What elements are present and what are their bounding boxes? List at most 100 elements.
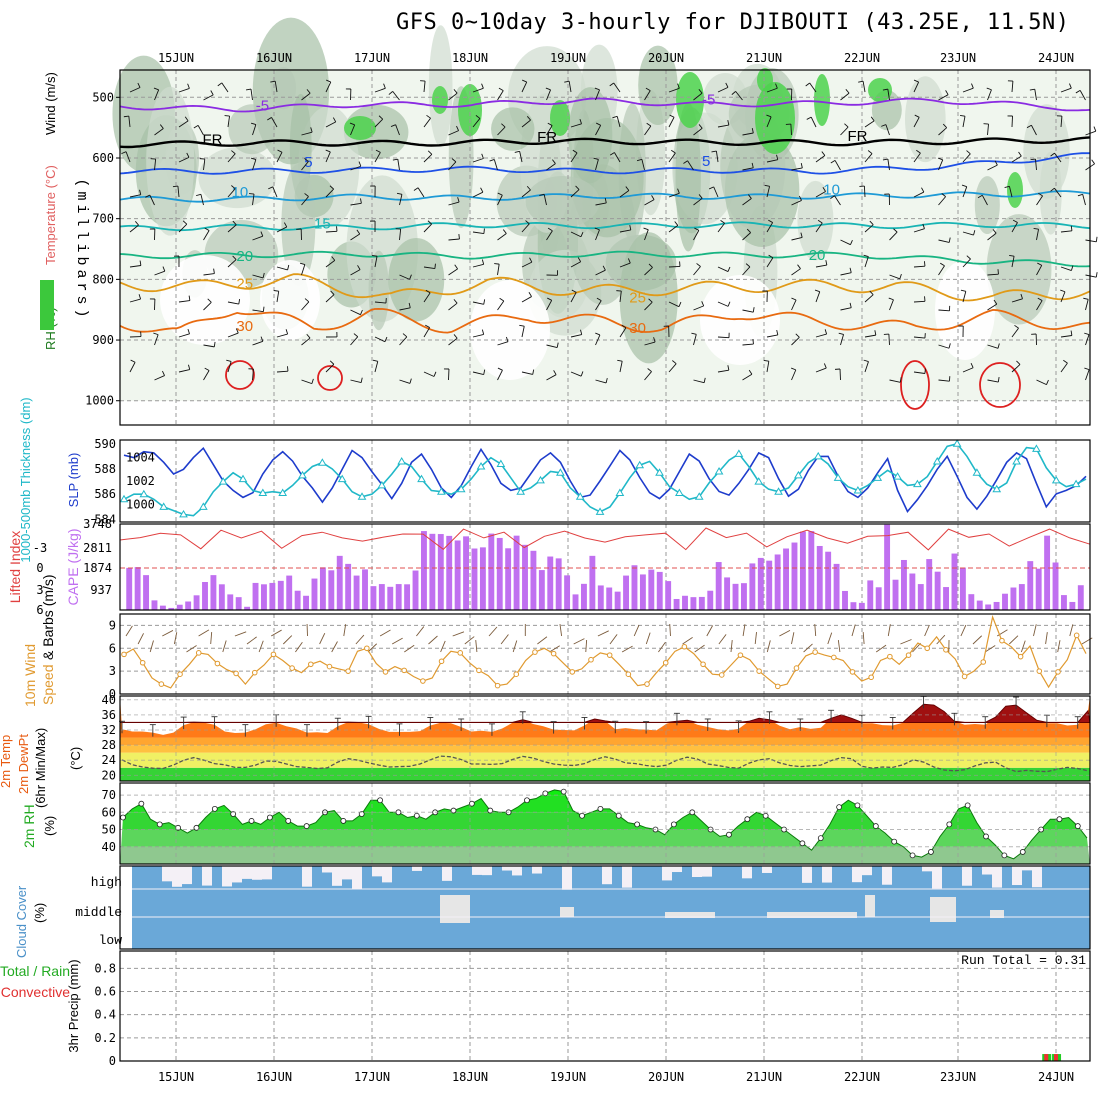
wind-barb: [1011, 256, 1015, 268]
wind-barb-flag: [153, 87, 159, 91]
wind-barb: [399, 274, 410, 280]
cloud-gap-high: [562, 866, 572, 890]
wind-barb-flag: [532, 369, 535, 375]
thickness-point: [218, 477, 228, 485]
cape-bar: [842, 590, 848, 610]
wind-barb: [766, 186, 771, 198]
wind-speed-point: [214, 660, 221, 667]
rh-moist-region: [550, 100, 570, 136]
wind-barb-flag: [580, 232, 584, 237]
wind-barb: [864, 256, 869, 268]
wind-barb-flag: [701, 301, 705, 307]
thickness-point: [238, 474, 248, 483]
rh-point: [634, 821, 641, 828]
wind-barb: [715, 151, 719, 163]
wind-barb-flag: [188, 295, 191, 301]
wind-barb: [1009, 186, 1013, 198]
wind-barb-flag: [850, 239, 853, 245]
y-axis-title-left: 1000-500mb Thickness (dm): [18, 397, 33, 562]
wind-speed-point: [158, 681, 165, 687]
wind-barb: [325, 81, 332, 93]
wind-barb: [1085, 369, 1090, 381]
cloud-gap-high: [982, 866, 992, 875]
wind-barb: [962, 367, 974, 373]
wind-barb: [851, 624, 856, 637]
y-tick-label: 0: [109, 1054, 116, 1068]
wind-barb: [938, 344, 950, 349]
wind-barb-flag: [1095, 236, 1098, 242]
x-tick-label-bottom: 15JUN: [158, 1070, 194, 1084]
wind-barb-flag: [609, 82, 615, 87]
wind-barb: [301, 379, 313, 385]
legend-wind: Wind (m/s): [43, 72, 58, 135]
wind-barb: [791, 200, 802, 206]
wind-barb: [987, 379, 999, 383]
cloud-gap-high: [352, 866, 362, 890]
wind-barb: [791, 336, 800, 346]
wind-barb-flag: [483, 369, 486, 375]
wind-barb: [693, 92, 703, 101]
wind-barb: [350, 202, 362, 206]
cape-bar: [606, 587, 613, 610]
wind-barb-flag: [1069, 83, 1072, 89]
wind-barb-flag: [547, 227, 553, 232]
wind-barb: [1036, 379, 1047, 386]
wind-barb: [938, 127, 947, 136]
wind-barb-flag: [922, 223, 925, 229]
wind-barb: [274, 81, 278, 93]
isotherm--5: [119, 97, 1091, 113]
cloud-gap-high: [332, 866, 342, 886]
li-tick-label: 0: [36, 561, 43, 575]
wind-barb: [814, 624, 817, 637]
wind-barb: [754, 632, 757, 645]
rh-point: [891, 838, 898, 845]
x-tick-label-bottom: 18JUN: [452, 1070, 488, 1084]
cape-bar: [985, 604, 992, 610]
wind-barb-flag: [881, 124, 887, 127]
wind-barb: [889, 379, 901, 383]
wind-barb: [962, 116, 966, 128]
wind-barb: [178, 333, 190, 338]
wind-barb: [521, 296, 532, 303]
temp-axis-title: 2m Temp 2m DewPt (6hr Min/Max) (°C): [0, 728, 83, 808]
isotherm-label: 30: [236, 318, 253, 335]
wind-barb-flag: [1046, 379, 1049, 385]
wind-barb: [1031, 125, 1037, 136]
cloud-gap-high: [922, 866, 932, 872]
wind-barb: [1060, 87, 1072, 93]
wind-barb-flag: [270, 80, 276, 83]
rh-point: [983, 833, 989, 840]
wind-barb: [619, 229, 631, 233]
wind-barb-flag: [121, 151, 127, 155]
wind-speed-point: [177, 671, 183, 677]
wind-barb: [791, 237, 803, 241]
wind-barb-flag: [708, 186, 714, 190]
wind-barb: [619, 190, 630, 198]
thickness-point: [1051, 475, 1061, 484]
li-tick-label: -3: [33, 541, 47, 555]
thickness-point: [298, 470, 307, 479]
wind-barb: [1011, 115, 1013, 128]
rh-point: [946, 821, 953, 828]
wind-barb: [1035, 159, 1037, 171]
wind-barb: [350, 336, 359, 346]
wind-barb: [981, 195, 988, 206]
wind-barb-flag: [235, 328, 239, 334]
rh-moist-region: [755, 82, 795, 154]
cape-bar: [892, 579, 899, 610]
rh-panel: 40 50 60 70 2m RH (%): [21, 782, 1091, 865]
cape-bar: [378, 584, 385, 610]
y-tick-label: 40: [102, 693, 116, 707]
wind-barb: [178, 87, 190, 93]
y-tick-label: 0.4: [94, 1008, 116, 1022]
wind-barb: [573, 638, 585, 645]
wind-barb: [374, 87, 386, 93]
cape-bar: [816, 545, 823, 610]
wind-barb-flag: [502, 229, 507, 234]
wind-barb-flag: [139, 189, 142, 195]
wind-barb: [423, 327, 431, 338]
wind-barb: [325, 188, 334, 198]
wind-barb: [301, 196, 309, 206]
wind-barb: [521, 371, 533, 375]
rh-dry-region: [470, 280, 550, 380]
